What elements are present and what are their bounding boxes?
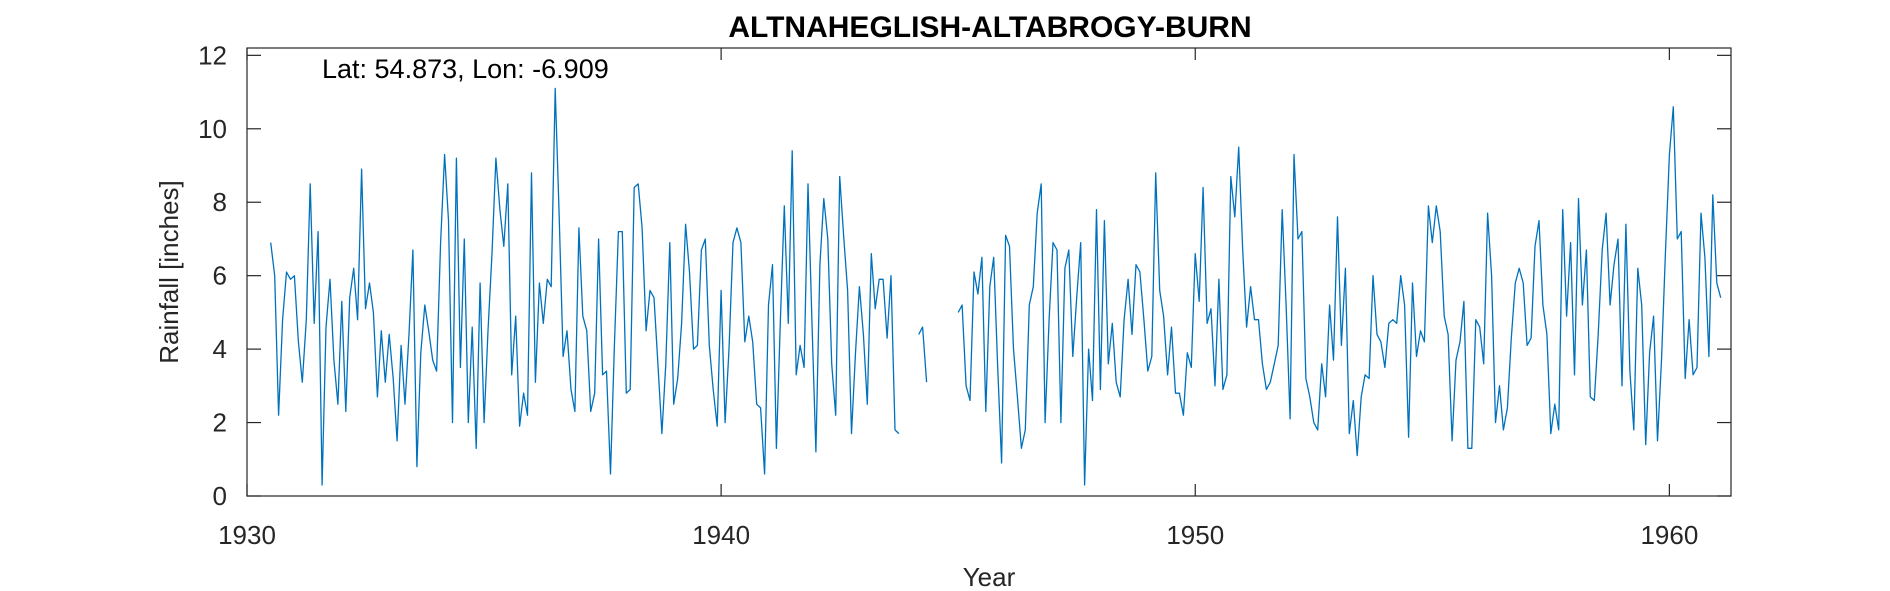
y-tick-label: 6 bbox=[213, 261, 227, 291]
x-axis-label: Year bbox=[963, 562, 1016, 591]
y-tick-label: 12 bbox=[198, 40, 227, 70]
x-tick-label: 1960 bbox=[1640, 520, 1698, 550]
y-tick-label: 10 bbox=[198, 114, 227, 144]
x-tick-label: 1930 bbox=[218, 520, 276, 550]
location-annotation: Lat: 54.873, Lon: -6.909 bbox=[322, 54, 609, 84]
y-tick-label: 2 bbox=[213, 408, 227, 438]
y-tick-label: 0 bbox=[213, 481, 227, 511]
y-axis-label: Rainfall [inches] bbox=[154, 180, 184, 364]
plot-area-frame bbox=[246, 47, 1732, 497]
y-tick-label: 8 bbox=[213, 187, 227, 217]
chart-title: ALTNAHEGLISH-ALTABROGY-BURN bbox=[728, 11, 1251, 44]
series-line bbox=[270, 87, 1722, 486]
rainfall-series bbox=[270, 87, 1722, 486]
tick-labels: 1930 1940 1950 1960 0 2 4 6 8 10 12 bbox=[198, 40, 1698, 550]
x-tick-label: 1940 bbox=[692, 520, 750, 550]
y-tick-label: 4 bbox=[213, 334, 227, 364]
x-tick-label: 1950 bbox=[1166, 520, 1224, 550]
axis-ticks bbox=[246, 48, 1731, 497]
